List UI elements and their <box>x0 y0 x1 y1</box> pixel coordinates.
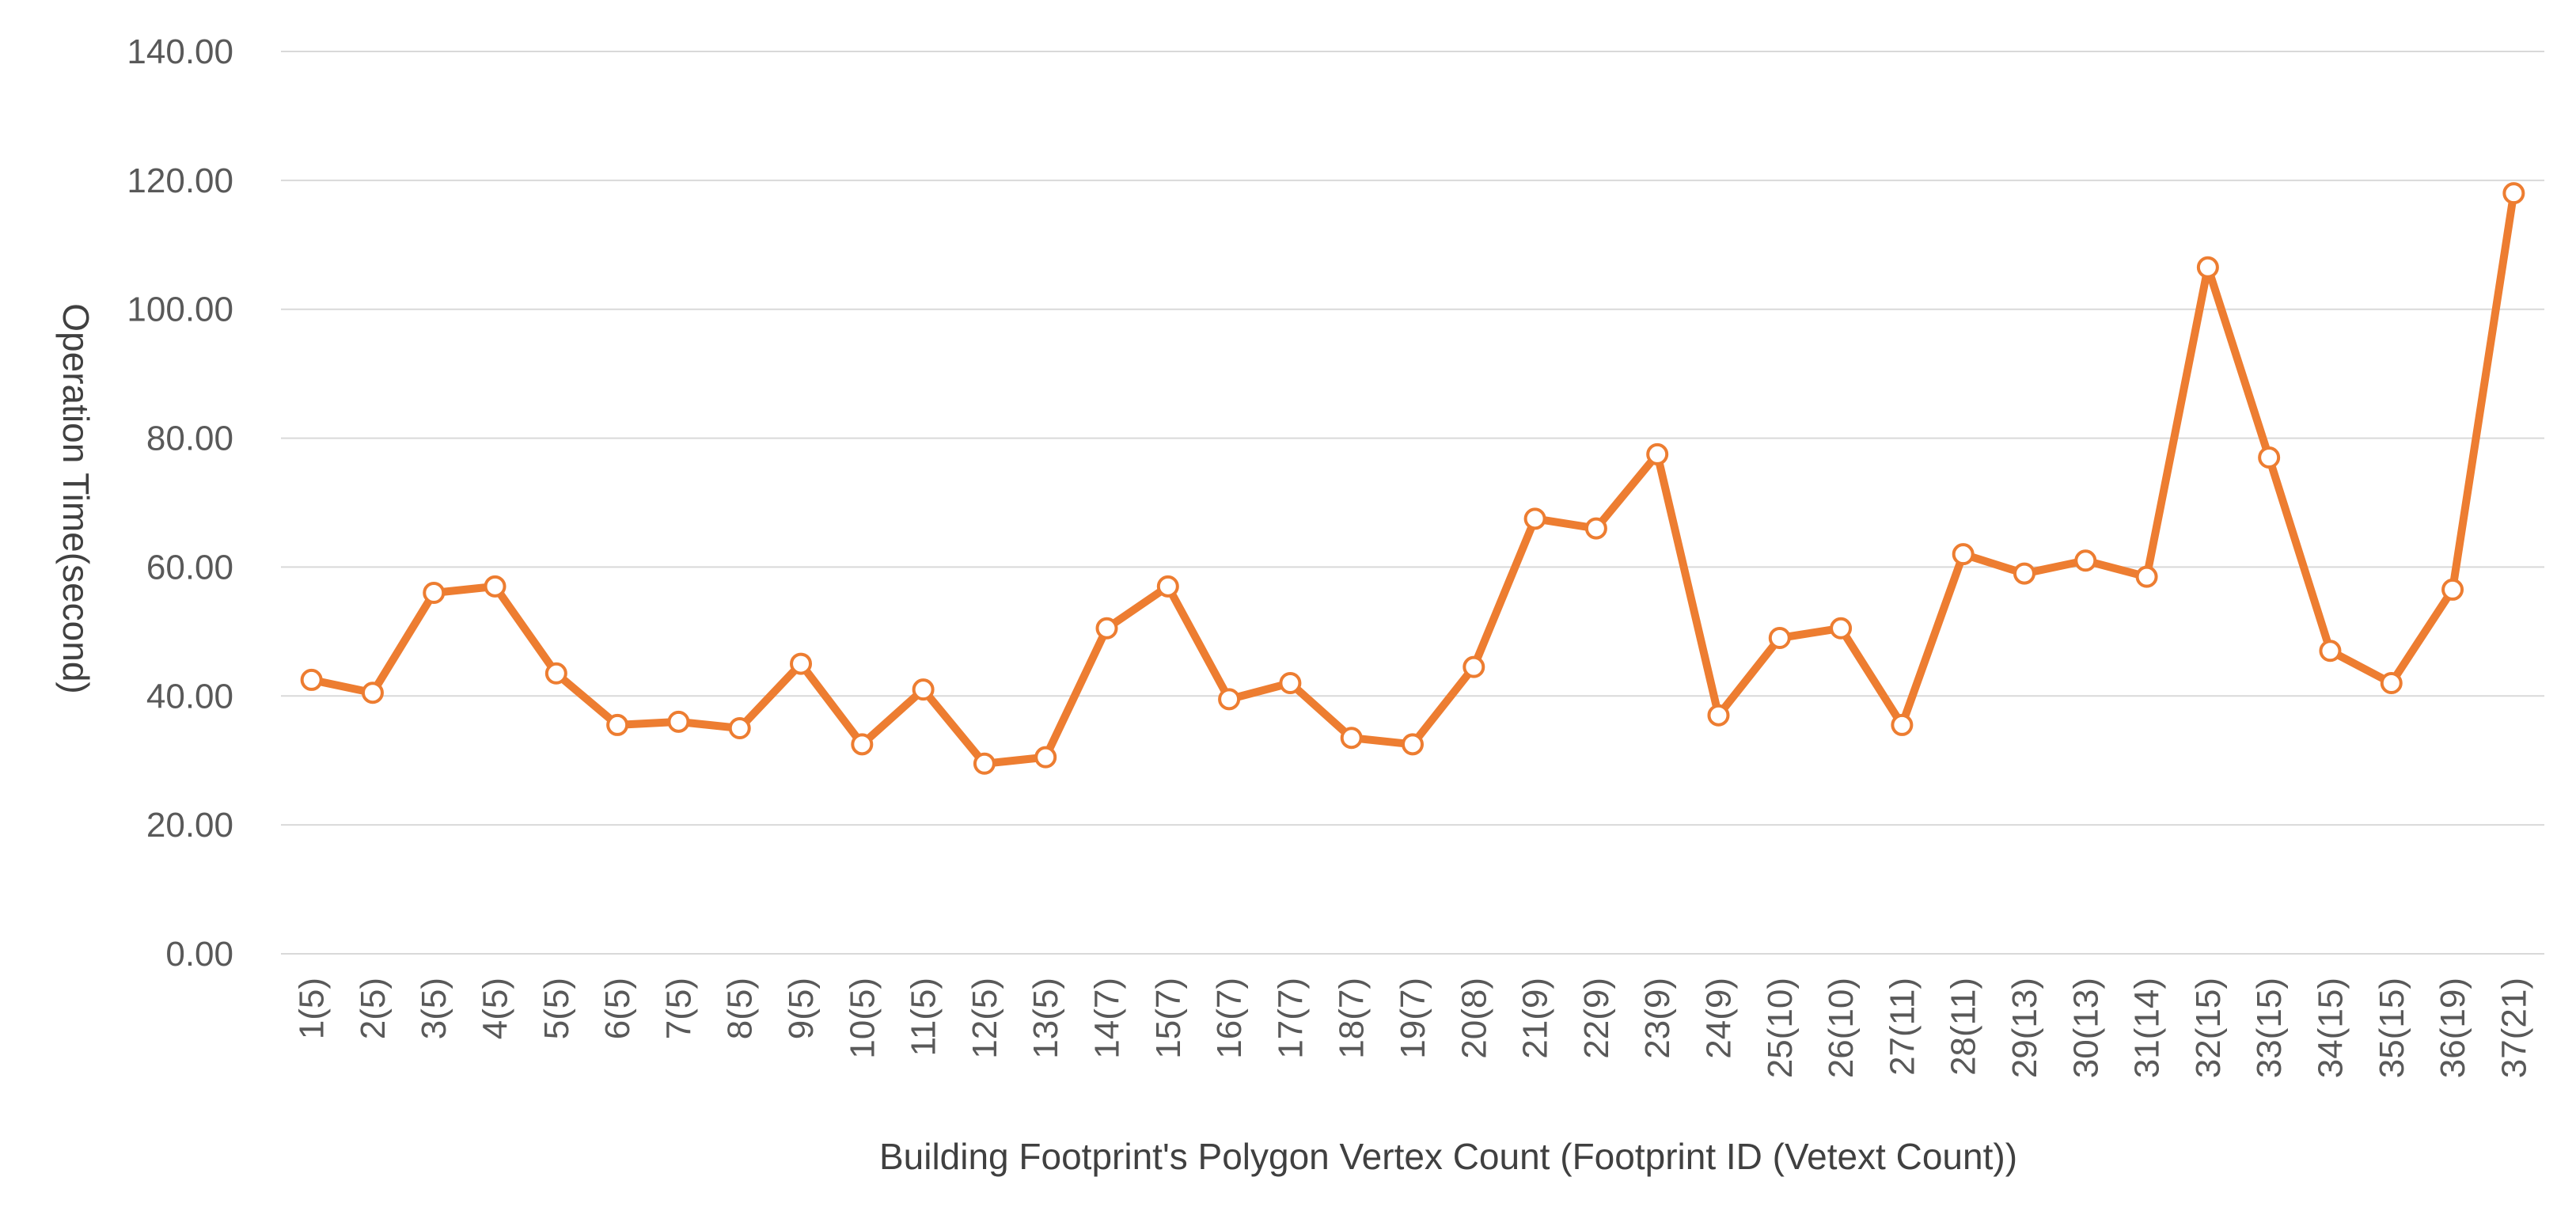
x-tick-label: 24(9) <box>1699 978 1738 1059</box>
data-point <box>2380 672 2403 694</box>
data-point <box>1402 733 1424 756</box>
x-tick-label: 28(11) <box>1944 978 1983 1076</box>
data-point <box>667 710 690 733</box>
y-axis-title: Operation Time(second) <box>55 303 97 693</box>
data-point <box>1218 688 1241 711</box>
data-point <box>361 682 384 704</box>
x-tick-label: 36(19) <box>2434 978 2472 1078</box>
y-tick-label: 60.00 <box>146 548 233 587</box>
y-tick-label: 0.00 <box>165 935 233 974</box>
data-point <box>728 717 751 739</box>
x-tick-label: 11(5) <box>905 978 943 1056</box>
data-point <box>912 678 935 701</box>
series-line <box>307 189 2518 768</box>
x-tick-label: 30(13) <box>2066 978 2105 1078</box>
x-tick-label: 14(7) <box>1088 978 1127 1059</box>
data-point <box>2319 640 2342 663</box>
data-point <box>1034 746 1057 769</box>
data-point <box>1463 655 1485 678</box>
data-point <box>1156 575 1179 598</box>
x-tick-label: 23(9) <box>1638 978 1677 1059</box>
x-tick-label: 35(15) <box>2373 978 2411 1078</box>
data-point <box>1279 672 1302 694</box>
data-point <box>1646 442 1669 465</box>
x-tick-label: 2(5) <box>354 978 393 1039</box>
data-point <box>973 752 996 775</box>
x-tick-label: 21(9) <box>1516 978 1555 1059</box>
x-tick-label: 1(5) <box>293 978 332 1039</box>
data-point <box>300 668 323 691</box>
x-tick-label: 6(5) <box>598 978 637 1039</box>
x-tick-label: 25(10) <box>1761 978 1800 1078</box>
x-tick-label: 5(5) <box>537 978 576 1039</box>
x-tick-label: 22(9) <box>1577 978 1616 1059</box>
x-axis-title: Building Footprint's Polygon Vertex Coun… <box>879 1136 2017 1177</box>
x-tick-label: 17(7) <box>1271 978 1310 1059</box>
data-point <box>1707 704 1730 727</box>
data-point <box>1523 507 1546 530</box>
x-tick-label: 31(14) <box>2128 978 2167 1078</box>
x-tick-label: 7(5) <box>659 978 698 1039</box>
data-point <box>2013 562 2035 585</box>
x-tick-label: 8(5) <box>721 978 760 1039</box>
x-tick-label: 13(5) <box>1026 978 1065 1059</box>
y-axis-ticks: 0.00 20.00 40.00 60.00 80.00 100.00 120.00 140.… <box>127 32 233 974</box>
x-tick-label: 15(7) <box>1149 978 1188 1059</box>
x-tick-label: 27(11) <box>1883 978 1922 1076</box>
data-point <box>1952 543 1975 566</box>
x-tick-label: 18(7) <box>1333 978 1371 1059</box>
data-point <box>1584 517 1607 540</box>
data-point <box>1891 713 1914 736</box>
x-tick-label: 32(15) <box>2189 978 2228 1078</box>
x-tick-label: 26(10) <box>1822 978 1861 1078</box>
x-tick-label: 3(5) <box>415 978 453 1039</box>
y-tick-label: 20.00 <box>146 806 233 845</box>
x-tick-label: 16(7) <box>1210 978 1249 1059</box>
data-point <box>1095 617 1118 640</box>
x-tick-label: 19(7) <box>1394 978 1432 1059</box>
data-point <box>1830 617 1853 640</box>
y-tick-label: 40.00 <box>146 677 233 716</box>
y-tick-label: 140.00 <box>127 32 233 71</box>
y-tick-label: 80.00 <box>146 420 233 458</box>
data-point <box>544 662 567 685</box>
data-point <box>2502 182 2525 205</box>
x-tick-label: 10(5) <box>843 978 882 1059</box>
x-tick-label: 34(15) <box>2311 978 2350 1078</box>
data-point <box>2441 578 2464 601</box>
gridlines <box>281 51 2544 955</box>
data-point <box>1340 727 1363 750</box>
data-point <box>2258 446 2281 469</box>
data-point <box>423 582 446 604</box>
y-tick-label: 120.00 <box>127 161 233 200</box>
data-point <box>606 713 629 736</box>
x-tick-label: 9(5) <box>782 978 821 1039</box>
data-point <box>790 652 813 675</box>
x-tick-label: 4(5) <box>476 978 515 1039</box>
series-group <box>300 182 2525 775</box>
x-tick-label: 29(13) <box>2005 978 2044 1078</box>
data-point <box>484 575 506 598</box>
data-point <box>2074 549 2097 572</box>
x-tick-label: 12(5) <box>966 978 1004 1059</box>
x-tick-label: 33(15) <box>2250 978 2289 1078</box>
data-point <box>1768 627 1791 649</box>
y-tick-label: 100.00 <box>127 290 233 329</box>
data-point <box>2196 256 2219 279</box>
x-axis-ticks: 1(5) 2(5) 3(5) 4(5) 5(5) 6(5) 7(5) 8(5) 9(5) 10(5… <box>293 978 2534 1078</box>
data-point <box>2135 565 2158 588</box>
data-point <box>851 733 874 756</box>
x-tick-label: 37(21) <box>2494 978 2533 1078</box>
x-tick-label: 20(8) <box>1455 978 1493 1059</box>
